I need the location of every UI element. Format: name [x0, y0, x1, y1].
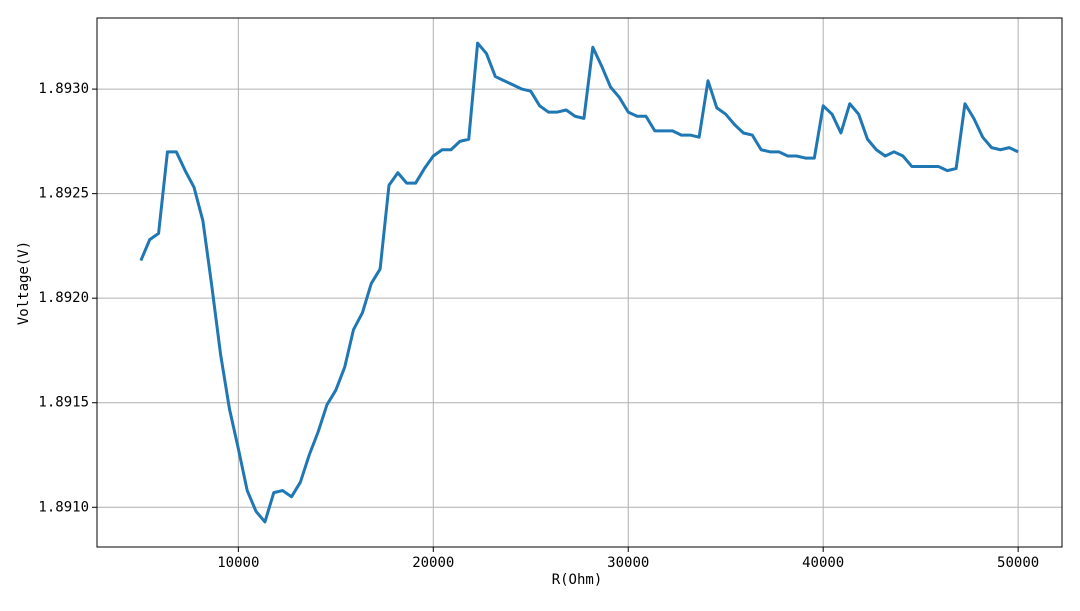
- plot-frame: [96, 17, 1063, 548]
- data-line: [139, 41, 1019, 524]
- x-tick-label: 20000: [412, 555, 454, 571]
- x-tick-label: 40000: [802, 555, 844, 571]
- y-tick-label: 1.8910: [38, 499, 89, 515]
- x-tick-label: 30000: [607, 555, 649, 571]
- x-tick-label: 50000: [997, 555, 1039, 571]
- y-tick-label: 1.8920: [38, 290, 89, 306]
- x-axis-label: R(Ohm): [552, 572, 603, 588]
- y-tick-label: 1.8930: [38, 81, 89, 97]
- y-tick-label: 1.8925: [38, 186, 89, 202]
- x-tick-label: 10000: [217, 555, 259, 571]
- y-axis-label: Voltage(V): [16, 241, 32, 325]
- y-tick-label: 1.8915: [38, 395, 89, 411]
